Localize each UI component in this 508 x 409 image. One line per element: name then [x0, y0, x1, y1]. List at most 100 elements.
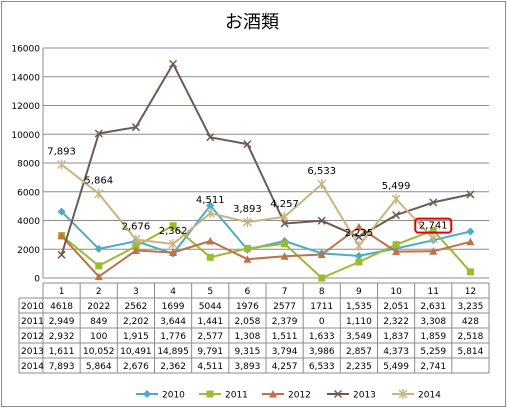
- data-point: [143, 390, 151, 398]
- y-tick-label: 16000: [11, 45, 40, 55]
- square-marker: [318, 274, 326, 282]
- table-cell: 2,741: [420, 362, 446, 372]
- data-point: [269, 390, 277, 398]
- table-cell: 1711: [310, 302, 333, 312]
- data-point: [318, 274, 326, 282]
- table-cell: 2,518: [458, 332, 484, 342]
- data-point: [392, 247, 401, 256]
- data-point: [466, 268, 474, 276]
- table-row-header: 2014: [21, 362, 44, 372]
- square-marker: [281, 240, 289, 248]
- data-point: [317, 216, 326, 225]
- square-marker: [243, 244, 251, 252]
- star-marker: [94, 188, 104, 199]
- triangle-marker: [317, 250, 326, 259]
- y-tick-label: 12000: [11, 102, 40, 112]
- triangle-marker: [57, 231, 66, 240]
- data-point: [169, 248, 178, 256]
- table-cell: 1,308: [235, 332, 261, 342]
- table-cell: 2,676: [123, 362, 149, 372]
- triangle-marker: [354, 222, 363, 231]
- data-point: [354, 232, 363, 241]
- table-cell: 5,259: [420, 347, 446, 357]
- star-marker: [205, 208, 215, 219]
- star-marker: [57, 159, 67, 170]
- data-point: [317, 250, 326, 259]
- table-cell: 2,202: [123, 317, 149, 327]
- y-axis: 0 2000 4000 6000 8000 10000 12000 14000 16000: [11, 45, 44, 285]
- square-marker: [206, 253, 214, 261]
- table-cell: 6,533: [309, 362, 335, 372]
- data-point: [243, 140, 252, 149]
- table-cell: 0: [319, 317, 325, 327]
- table-cell: 1,110: [346, 317, 372, 327]
- square-marker: [95, 262, 103, 270]
- data-label: 5,499: [382, 181, 411, 192]
- x-tick-label: 2: [96, 287, 102, 297]
- x-tick-label: 9: [356, 287, 362, 297]
- x-marker: [317, 216, 326, 225]
- table-cell: 5044: [199, 302, 222, 312]
- table-cell: 2,051: [383, 302, 409, 312]
- data-label: 5,864: [84, 176, 113, 187]
- data-point: [57, 159, 67, 170]
- table-cell: 1,837: [383, 332, 409, 342]
- data-label: 6,533: [307, 166, 336, 177]
- diamond-marker: [206, 201, 215, 210]
- data-label: 2,741: [419, 221, 448, 232]
- table-cell: 9,791: [197, 347, 223, 357]
- chart-title: お酒類: [225, 12, 279, 33]
- star-marker: [428, 233, 438, 244]
- data-point: [354, 251, 363, 260]
- legend-item: 2010: [136, 390, 185, 401]
- data-point: [206, 201, 215, 210]
- data-labels: 7,893 5,864 2,676 2,362 4,511 3,893 4,257 6,533…: [47, 147, 453, 239]
- series-line: [60, 62, 471, 256]
- square-marker: [392, 241, 400, 249]
- data-point: [391, 193, 401, 204]
- data-point: [354, 222, 363, 231]
- data-point: [392, 241, 400, 249]
- y-tick-label: 6000: [17, 188, 40, 198]
- data-point: [398, 389, 408, 399]
- table-cell: 2,362: [160, 362, 186, 372]
- highlight-box: [414, 217, 453, 234]
- data-point: [392, 211, 401, 220]
- table-cell: 2,857: [346, 347, 372, 357]
- table-cell: 5,499: [383, 362, 409, 372]
- triangle-marker: [280, 252, 289, 260]
- data-label: 2,235: [345, 228, 374, 239]
- legend-item: 2014: [392, 389, 441, 401]
- table-cell: 2,058: [235, 317, 261, 327]
- data-point: [429, 198, 438, 207]
- x-tick-label: 10: [390, 287, 402, 297]
- data-point: [281, 240, 289, 248]
- diamond-marker: [354, 251, 363, 260]
- table-cell: 2,932: [49, 332, 75, 342]
- data-point: [131, 246, 140, 254]
- table-row-header: 2013: [21, 347, 44, 357]
- data-point: [280, 211, 290, 222]
- data-point: [243, 244, 251, 252]
- data-point: [94, 188, 104, 199]
- data-point: [429, 247, 438, 255]
- data-label: 4,511: [196, 195, 225, 206]
- legend-item: 2011: [199, 390, 248, 401]
- x-marker: [94, 129, 103, 138]
- data-point: [466, 190, 475, 199]
- series-2013: [57, 59, 475, 259]
- data-point: [94, 244, 103, 253]
- y-tick-label: 14000: [11, 73, 40, 83]
- data-point: [206, 236, 215, 245]
- table-cell: 2577: [273, 302, 296, 312]
- table-cell: 1976: [236, 302, 259, 312]
- table-row-header: 2010: [21, 302, 44, 312]
- x-tick-label: 12: [465, 287, 476, 297]
- table-cell: 3,893: [235, 362, 261, 372]
- table-cell: 3,235: [458, 302, 484, 312]
- data-point: [169, 59, 178, 68]
- diamond-marker: [143, 390, 151, 398]
- star-marker: [317, 179, 327, 190]
- data-point: [57, 231, 66, 240]
- table-cell: 3,308: [420, 317, 446, 327]
